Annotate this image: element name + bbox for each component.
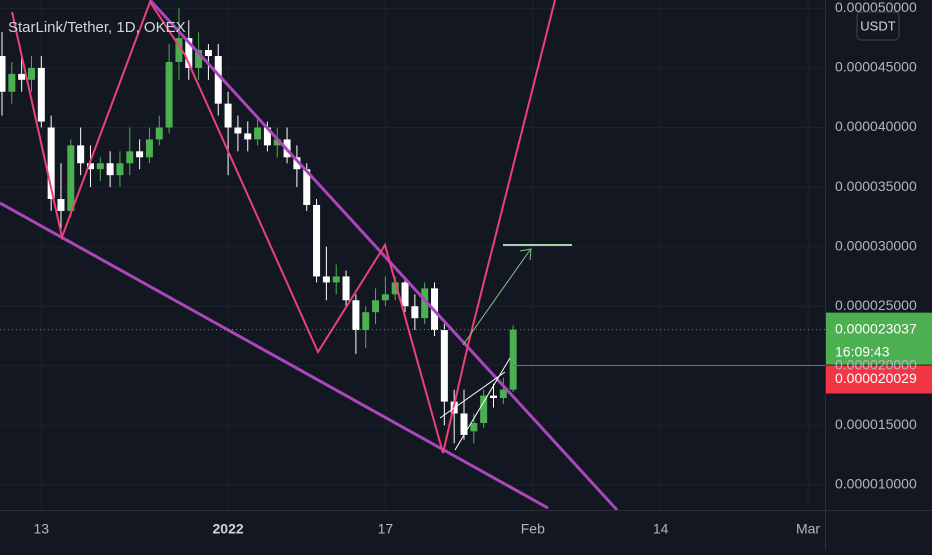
candle-body [460,413,468,435]
y-tick-label: 0.000010000 [835,476,917,492]
candle-body [499,389,507,398]
candle-body [372,300,380,313]
candle-body [342,276,350,301]
projection-arrow [462,249,531,346]
currency-box[interactable] [856,11,900,41]
y-tick-label: 0.000040000 [835,118,917,134]
price-label: 0.000020029 [835,370,917,386]
channel-line [454,357,511,451]
y-tick-label: 0.000020000 [835,357,917,373]
candle-body [214,56,222,104]
candle-body [67,145,75,211]
candle-body [224,103,232,128]
zigzag-line [11,0,556,454]
candle-body [195,50,203,68]
candle-body [440,330,448,402]
candle-body [303,169,311,205]
axes: 0.0000100000.0000150000.0000200000.00002… [34,0,917,537]
candle-body [322,276,330,283]
currency-label[interactable]: USDT [860,18,895,33]
candle-body [86,163,94,170]
candle-body [165,61,173,128]
candle-body [155,127,163,140]
candle-body [352,300,360,331]
candle-body [106,163,114,176]
trend-line-upper [148,0,619,512]
candle-body [381,294,389,301]
candle-body [116,163,124,176]
candle-body [273,139,281,146]
candle-body [234,127,242,134]
candle-body [47,127,55,199]
candle-body [145,139,153,158]
candle-body [37,67,45,122]
y-tick-label: 0.000035000 [835,178,917,194]
x-tick-label: 14 [653,521,669,537]
last-price-label: 0.000023037 [835,320,917,336]
candle-body [96,163,104,170]
candle-body [470,423,478,432]
channel-line [439,371,506,419]
x-tick-label: 13 [34,521,50,537]
last-price-box [826,312,932,365]
candle-body [391,282,399,295]
countdown-label: 16:09:43 [835,343,890,359]
candle-body [509,329,517,390]
candle-body [263,127,271,146]
overlay: 0.000023037 16:09:43 0.000020029 [0,312,932,394]
candles [0,8,517,444]
x-tick-label: 17 [378,521,394,537]
candle-body [136,151,144,158]
candle-body [175,38,183,62]
x-tick-label: Feb [521,521,545,537]
candle-body [57,198,65,211]
candle-body [8,73,16,92]
x-tick-label: 2022 [213,521,244,537]
candle-body [362,312,370,331]
chart-title: StarLink/Tether, 1D, OKEX [8,19,186,36]
candle-body [401,282,409,307]
y-tick-label: 0.000045000 [835,59,917,75]
y-tick-label: 0.000015000 [835,416,917,432]
candle-body [411,306,419,319]
price-box [826,365,932,394]
trend-line-lower [0,201,549,510]
y-tick-label: 0.000030000 [835,237,917,253]
candle-body [18,73,26,80]
arrow-head [519,248,532,261]
candle-body [254,127,262,140]
drawings [0,0,619,512]
candle-body [77,145,85,164]
candle-body [490,395,497,398]
candle-body [27,67,35,80]
candle-body [0,56,6,92]
y-tick-label: 0.000025000 [835,297,917,313]
x-tick-label: Mar [796,521,820,537]
candle-body [421,288,429,319]
candle-body [185,38,193,68]
candle-body [332,276,340,283]
candle-body [244,133,252,140]
candle-body [204,50,212,57]
candle-body [313,204,321,277]
y-tick-label: 0.000050000 [835,0,917,15]
candle-body [293,157,301,170]
candle-body [480,395,488,424]
candle-body [126,151,134,164]
